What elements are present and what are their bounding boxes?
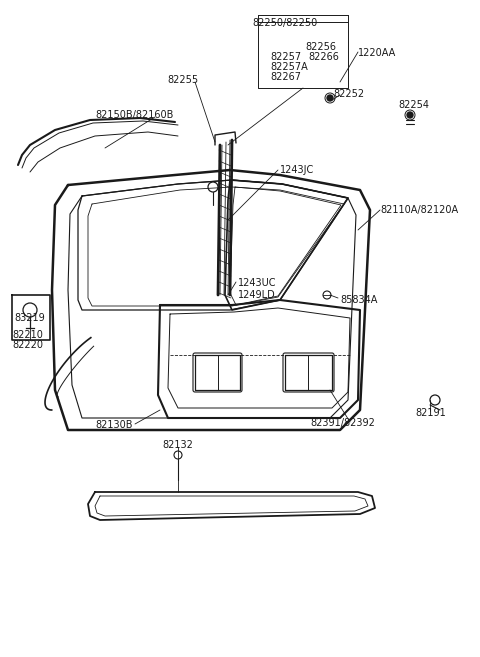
Text: 82256: 82256	[305, 42, 336, 52]
Text: 82257A: 82257A	[270, 62, 308, 72]
Text: 82130B: 82130B	[95, 420, 132, 430]
Text: 82252: 82252	[333, 89, 364, 99]
Circle shape	[407, 112, 413, 118]
Text: 82266: 82266	[308, 52, 339, 62]
Text: 83219: 83219	[14, 313, 46, 323]
Circle shape	[327, 95, 333, 101]
Text: 85834A: 85834A	[340, 295, 377, 305]
Text: 82210: 82210	[12, 330, 43, 340]
Text: 82257: 82257	[270, 52, 301, 62]
Text: 1249LD: 1249LD	[238, 290, 276, 300]
Text: 82250/82250: 82250/82250	[252, 18, 318, 28]
Text: 82191: 82191	[415, 408, 446, 418]
Text: 82220: 82220	[12, 340, 43, 350]
Text: 1220AA: 1220AA	[358, 48, 396, 58]
Text: 82110A/82120A: 82110A/82120A	[380, 205, 458, 215]
Text: 82391/82392: 82391/82392	[310, 418, 375, 428]
Text: 1243UC: 1243UC	[238, 278, 276, 288]
Text: 82150B/82160B: 82150B/82160B	[95, 110, 173, 120]
Text: 82254: 82254	[398, 100, 429, 110]
Text: 82255: 82255	[168, 75, 199, 85]
Text: 1243JC: 1243JC	[280, 165, 314, 175]
Text: 82267: 82267	[270, 72, 301, 82]
Text: 82132: 82132	[163, 440, 193, 450]
